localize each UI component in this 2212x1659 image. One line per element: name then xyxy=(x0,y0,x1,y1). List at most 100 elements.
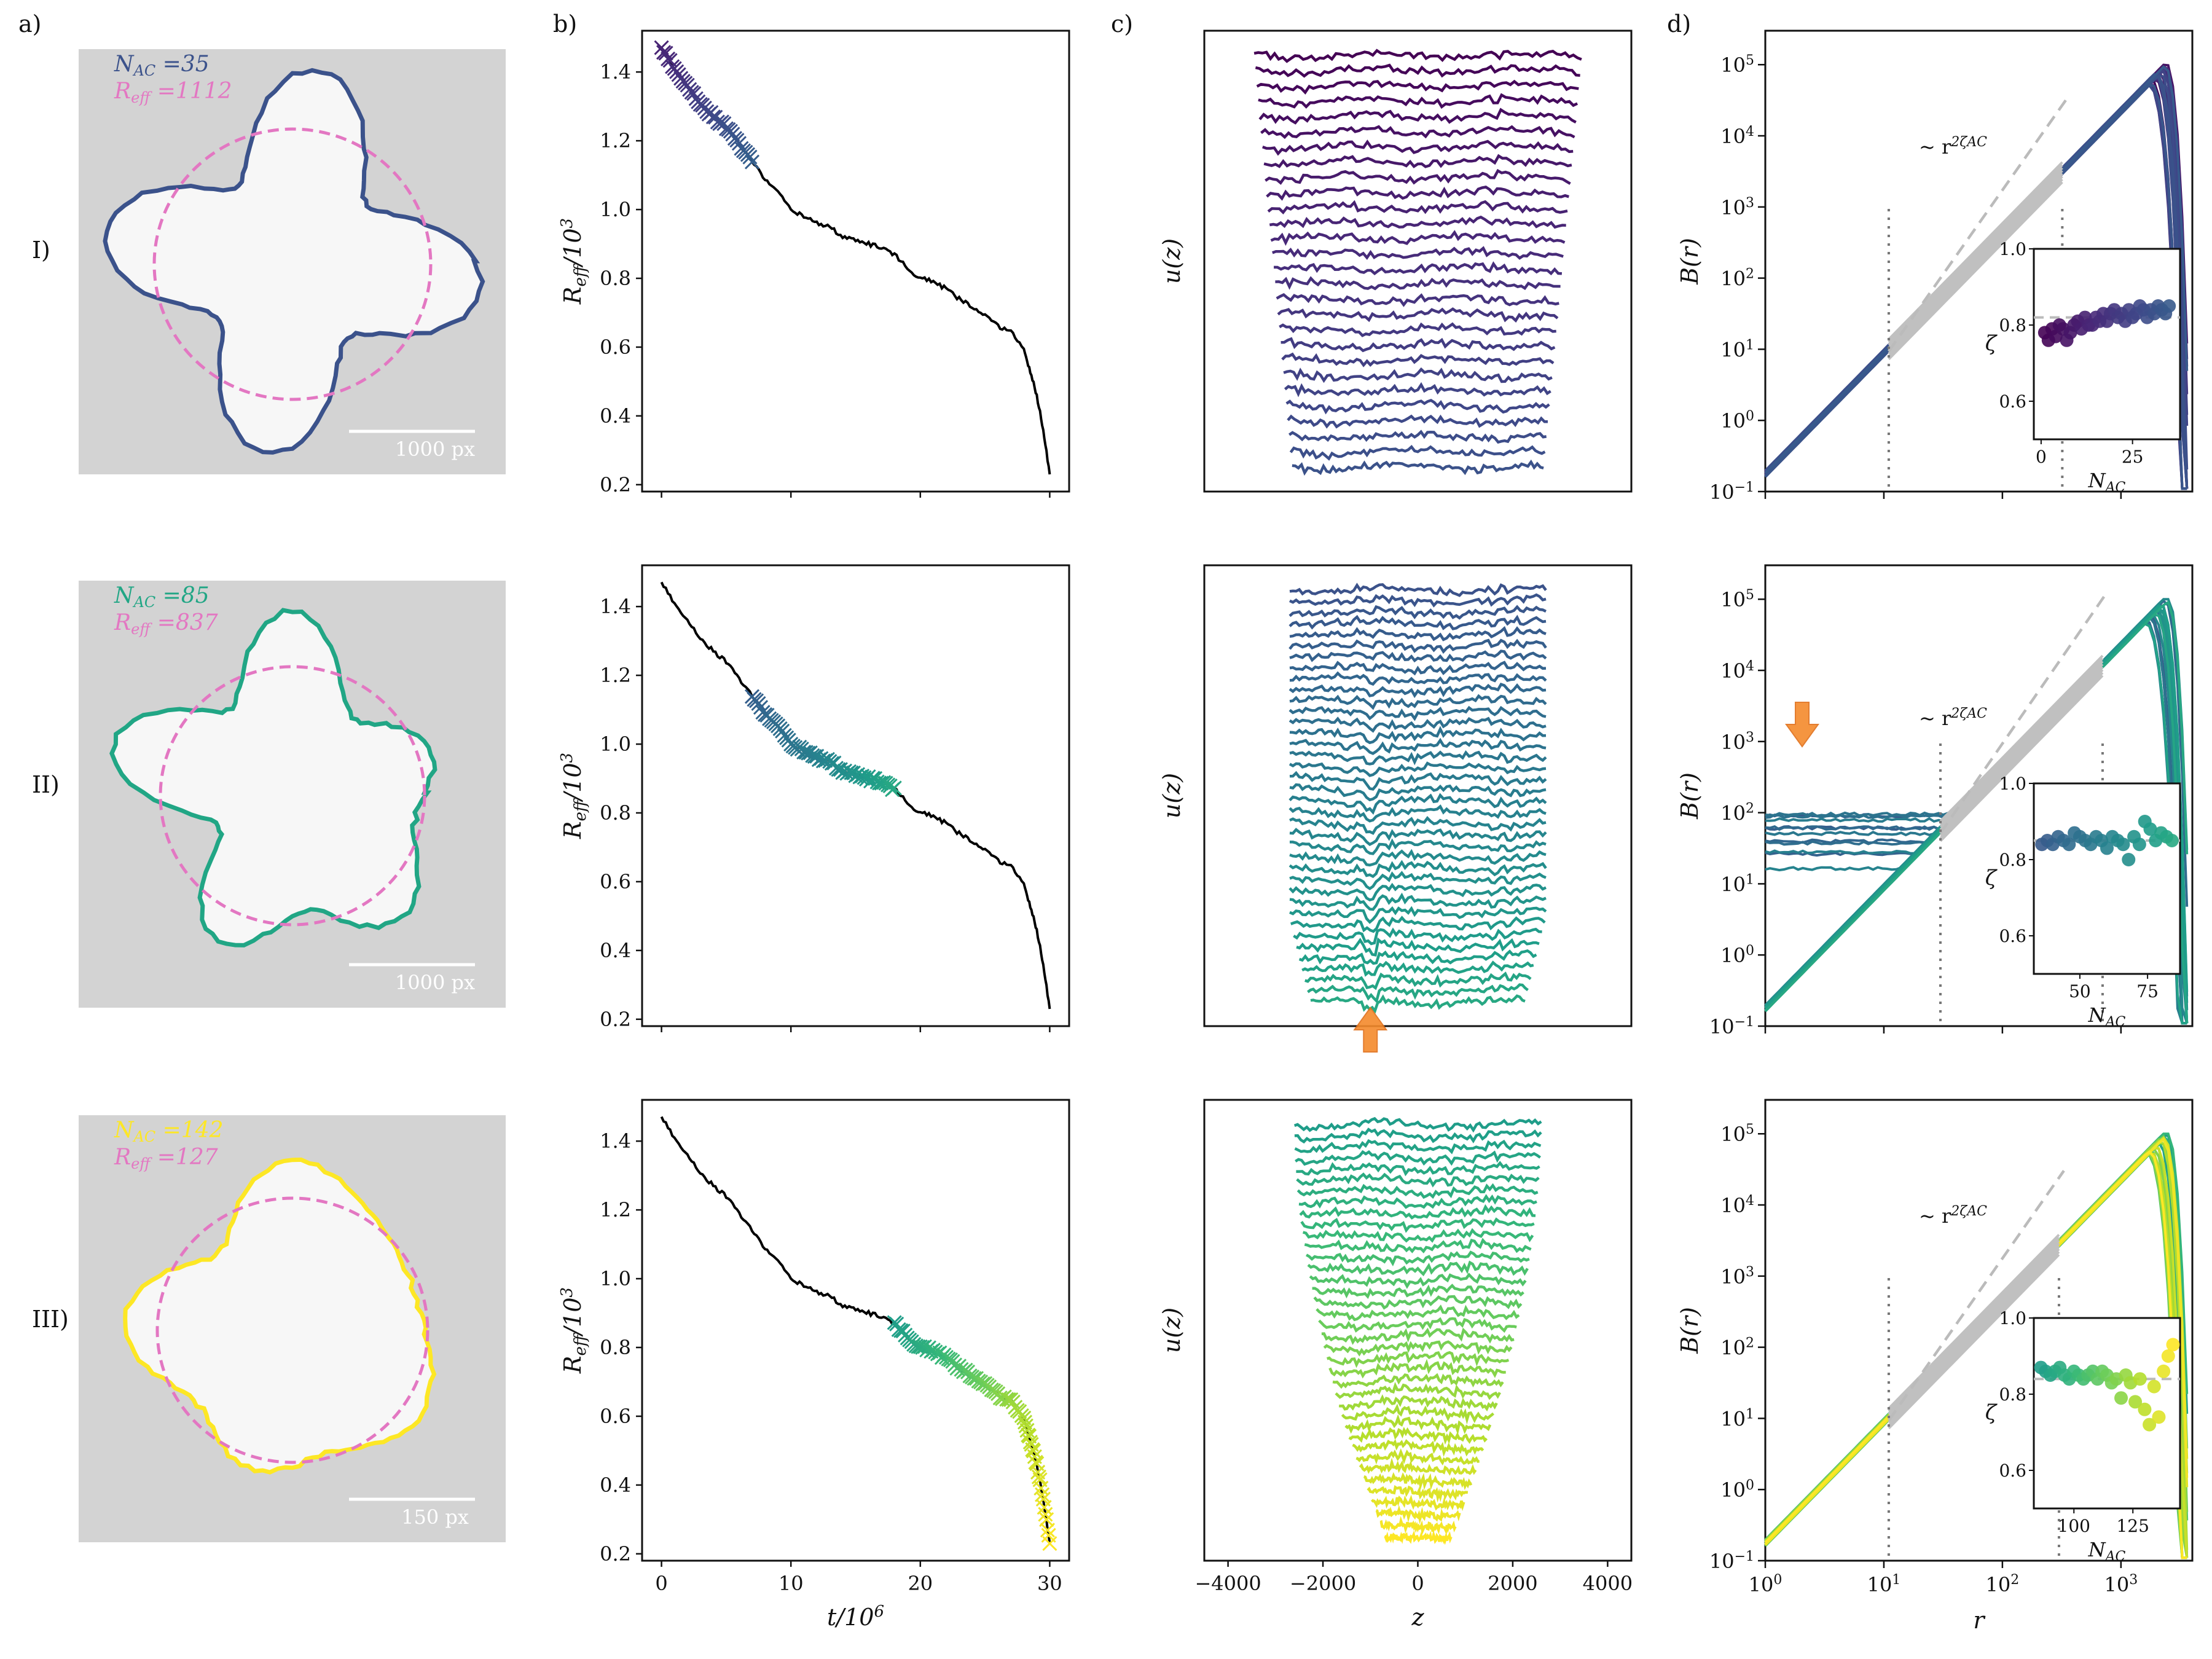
interface-profile xyxy=(1348,1427,1488,1445)
panel-label-d: d) xyxy=(1667,10,1691,37)
inset-point xyxy=(2133,1372,2147,1386)
x-tick-label: 102 xyxy=(1986,1572,2020,1596)
fit-line xyxy=(1888,175,2063,355)
inset-x-tick-label: 125 xyxy=(2116,1516,2149,1536)
highlight-cross xyxy=(1042,1535,1057,1551)
highlight-cross xyxy=(809,748,825,764)
inset-point xyxy=(2114,1391,2128,1405)
interface-profile xyxy=(1300,1217,1535,1233)
interface-profile xyxy=(1279,322,1556,337)
interface-profile xyxy=(1289,849,1547,867)
fit-line xyxy=(1888,1250,2060,1427)
interface-profile xyxy=(1269,215,1566,229)
interface-profile xyxy=(1289,737,1547,755)
y-tick-label: 0.2 xyxy=(600,1542,631,1566)
y-tick-label: 1.2 xyxy=(600,1198,631,1222)
interface-profile xyxy=(1276,293,1559,307)
interface-profile xyxy=(1272,246,1564,260)
x-tick-label: −4000 xyxy=(1194,1572,1261,1595)
interface-profile xyxy=(1303,1228,1534,1243)
y-tick-label: 1.4 xyxy=(600,595,631,618)
interface-profile xyxy=(1298,1194,1537,1209)
fit-circle xyxy=(155,1196,429,1464)
x-tick-label: 0 xyxy=(655,1572,667,1595)
interface-profile xyxy=(1283,367,1553,383)
droplet-contour xyxy=(103,68,485,455)
interface-profile xyxy=(1288,860,1547,879)
fit-line xyxy=(1888,178,2063,358)
interface-profile xyxy=(1289,816,1547,835)
y-axis-label: B(r) xyxy=(1676,1307,1703,1354)
highlight-cross xyxy=(887,780,902,796)
fit-line xyxy=(1888,170,2063,349)
interface-profile xyxy=(1301,960,1534,977)
y-tick-label: 100 xyxy=(1720,943,1754,967)
interface-profile xyxy=(1295,1150,1541,1166)
interface-profile xyxy=(1285,399,1550,415)
interface-profile xyxy=(1341,1403,1494,1425)
nac-label: NAC =35 xyxy=(114,52,210,79)
x-axis-label: z xyxy=(1411,1604,1424,1631)
row-label-1: I) xyxy=(32,237,50,264)
interface-profile xyxy=(1355,1448,1480,1466)
interface-profile xyxy=(1293,1116,1542,1133)
interface-profile xyxy=(1312,1284,1524,1300)
fit-annotation: ~ r2ζAC xyxy=(1919,135,1987,159)
interface-profile xyxy=(1288,882,1547,902)
interface-profile xyxy=(1275,276,1561,291)
reff-curve xyxy=(660,1116,1051,1544)
interface-profile xyxy=(1260,125,1575,139)
interface-profile xyxy=(1281,337,1556,353)
highlight-cross xyxy=(753,700,769,715)
x-axis-label: t/106 xyxy=(827,1602,884,1631)
inset-x-label: NAC xyxy=(2088,1538,2126,1564)
inset-y-tick-label: 0.8 xyxy=(1999,315,2026,335)
fit-line xyxy=(1888,1253,2060,1429)
y-tick-label: 102 xyxy=(1720,267,1754,291)
fit-line xyxy=(1888,1242,2060,1418)
inset-y-tick-label: 0.6 xyxy=(1999,926,2026,946)
x-tick-label: 4000 xyxy=(1583,1572,1633,1595)
highlight-cross xyxy=(895,1324,911,1339)
x-tick-label: 103 xyxy=(2104,1572,2138,1596)
panel-b-layer: 0.2 0.4 0.6 0.8 1.0 1.2 1.4 Reff/103 0.2 0.4 0.6 0.… xyxy=(558,29,1070,1631)
power-law-guide xyxy=(1939,590,2109,834)
inset-y-tick-label: 0.8 xyxy=(1999,1384,2026,1405)
reff-label: Reff =127 xyxy=(114,1145,218,1172)
y-tick-label: 0.8 xyxy=(600,267,631,290)
axes-frame xyxy=(641,29,1070,493)
power-law-guide xyxy=(1888,97,2069,353)
interface-profile xyxy=(1290,838,1547,855)
highlight-cross xyxy=(921,1340,936,1355)
interface-profile xyxy=(1289,871,1547,890)
highlight-cross xyxy=(744,154,760,170)
inset-frame xyxy=(2033,248,2181,441)
inset-x-tick-label: 100 xyxy=(2058,1516,2090,1536)
interface-profile xyxy=(1379,1516,1457,1535)
interface-profile xyxy=(1284,382,1551,398)
interface-profile xyxy=(1289,726,1547,745)
fit-line xyxy=(1939,675,2104,842)
axes-frame xyxy=(1203,564,1633,1027)
interface-profile xyxy=(1289,828,1547,846)
interface-profile xyxy=(1289,671,1547,686)
interface-profile xyxy=(1338,1394,1498,1412)
interface-profile xyxy=(1289,906,1547,924)
highlight-cross xyxy=(932,1345,947,1360)
fit-annotation: ~ r2ζAC xyxy=(1919,1204,1987,1228)
x-tick-label: 30 xyxy=(1037,1572,1062,1595)
interface-profile xyxy=(1298,949,1537,965)
axes-frame xyxy=(1203,29,1633,493)
highlight-cross xyxy=(1021,1429,1037,1444)
y-tick-label: 0.8 xyxy=(600,801,631,825)
highlight-cross xyxy=(680,77,695,93)
y-tick-label: 102 xyxy=(1720,801,1754,825)
interface-profile xyxy=(1289,582,1547,597)
x-tick-label: 2000 xyxy=(1488,1572,1537,1595)
highlight-cross xyxy=(1035,1487,1050,1502)
y-tick-label: 103 xyxy=(1720,1265,1754,1288)
fit-line xyxy=(1939,663,2104,831)
y-tick-label: 0.2 xyxy=(600,473,631,496)
interface-profile xyxy=(1299,1204,1536,1220)
interface-profile xyxy=(1289,892,1547,911)
